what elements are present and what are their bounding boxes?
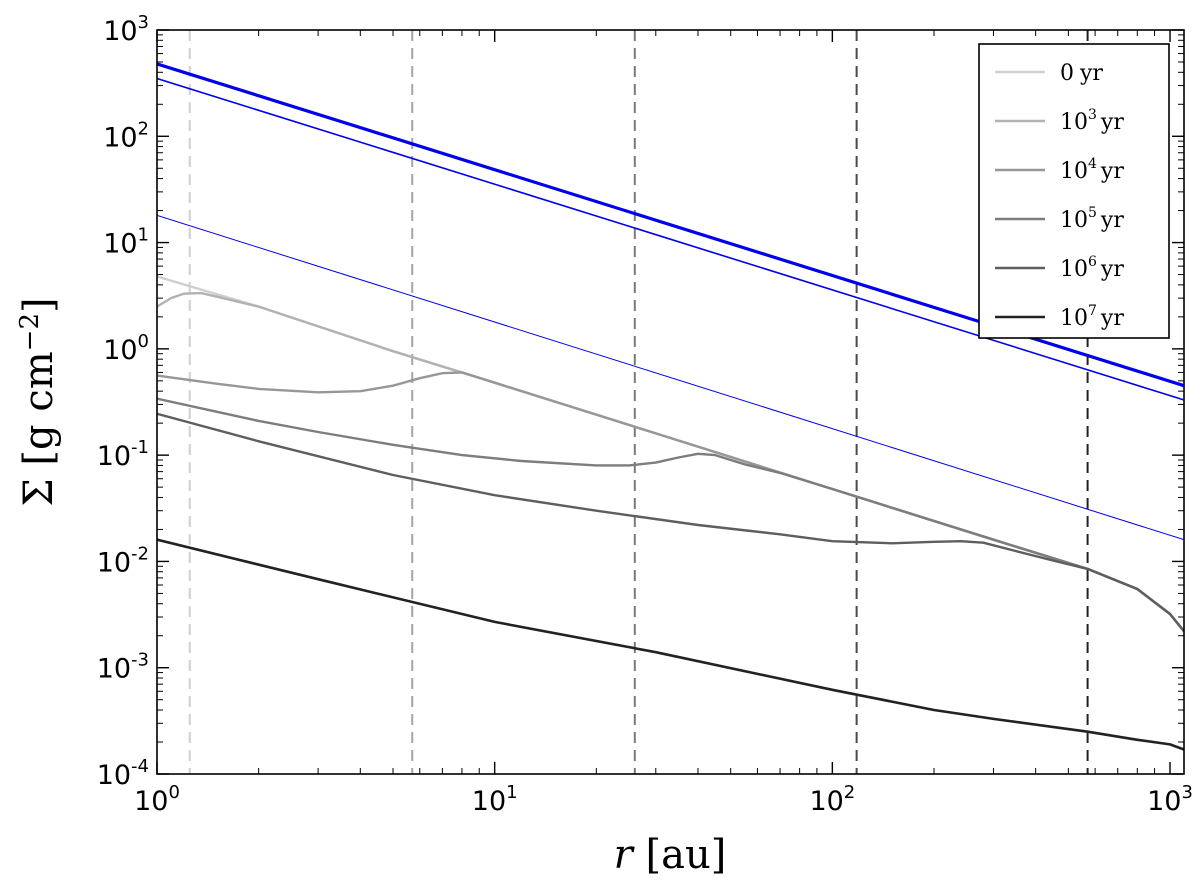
legend-label-5: 107 yr xyxy=(1060,303,1124,331)
y-tick-label: 103 xyxy=(103,12,149,47)
reference-line-2 xyxy=(157,214,1184,541)
y-tick-label: 10-4 xyxy=(97,756,149,791)
y-tick-label: 102 xyxy=(103,118,149,153)
y-tick-label: 10-2 xyxy=(97,543,149,578)
legend-label-0: 0 yr xyxy=(1060,61,1103,86)
y-tick-label: 10-1 xyxy=(97,437,149,472)
y-tick-label: 101 xyxy=(103,225,149,260)
legend-label-2: 104 yr xyxy=(1060,156,1124,184)
x-tick-label: 100 xyxy=(134,782,180,817)
legend-label-1: 103 yr xyxy=(1060,107,1124,135)
legend: 0 yr 103 yr 104 yr 105 yr 106 yr 107 yr xyxy=(978,43,1170,339)
series-line-4 xyxy=(157,412,1184,633)
y-axis-label: Σ [g cm−2] xyxy=(15,297,62,506)
series-lines xyxy=(157,275,1184,751)
y-tick-label: 100 xyxy=(103,331,149,366)
legend-label-3: 105 yr xyxy=(1060,205,1124,233)
series-line-1 xyxy=(157,291,1184,633)
x-tick-label: 101 xyxy=(472,782,518,817)
x-axis-label: r [au] xyxy=(614,832,727,878)
epoch-marker-lines xyxy=(188,30,1089,774)
x-tick-label: 103 xyxy=(1147,782,1193,817)
plot-frame xyxy=(156,29,1185,775)
series-line-5 xyxy=(157,538,1184,751)
series-line-3 xyxy=(157,397,1184,633)
reference-line-1 xyxy=(157,77,1184,401)
series-line-2 xyxy=(157,371,1184,633)
y-axis: 10-4 10-3 10-2 10-1 100 101 102 103 xyxy=(97,12,1184,791)
plot-area xyxy=(156,29,1185,775)
x-axis: 100 101 102 103 xyxy=(134,30,1193,817)
legend-frame xyxy=(978,43,1170,339)
legend-label-4: 106 yr xyxy=(1060,254,1124,282)
y-tick-label: 10-3 xyxy=(97,650,149,685)
x-tick-label: 102 xyxy=(809,782,855,817)
